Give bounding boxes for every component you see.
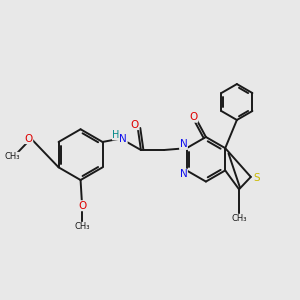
Text: CH₃: CH₃: [74, 222, 90, 231]
Text: H: H: [112, 130, 120, 140]
Text: CH₃: CH₃: [5, 152, 20, 161]
Text: N: N: [119, 134, 127, 143]
Text: O: O: [189, 112, 198, 122]
Text: S: S: [253, 172, 260, 182]
Text: CH₃: CH₃: [231, 214, 247, 223]
Text: O: O: [130, 120, 139, 130]
Text: O: O: [24, 134, 33, 143]
Text: N: N: [180, 169, 188, 179]
Text: O: O: [78, 201, 86, 211]
Text: N: N: [180, 140, 188, 149]
